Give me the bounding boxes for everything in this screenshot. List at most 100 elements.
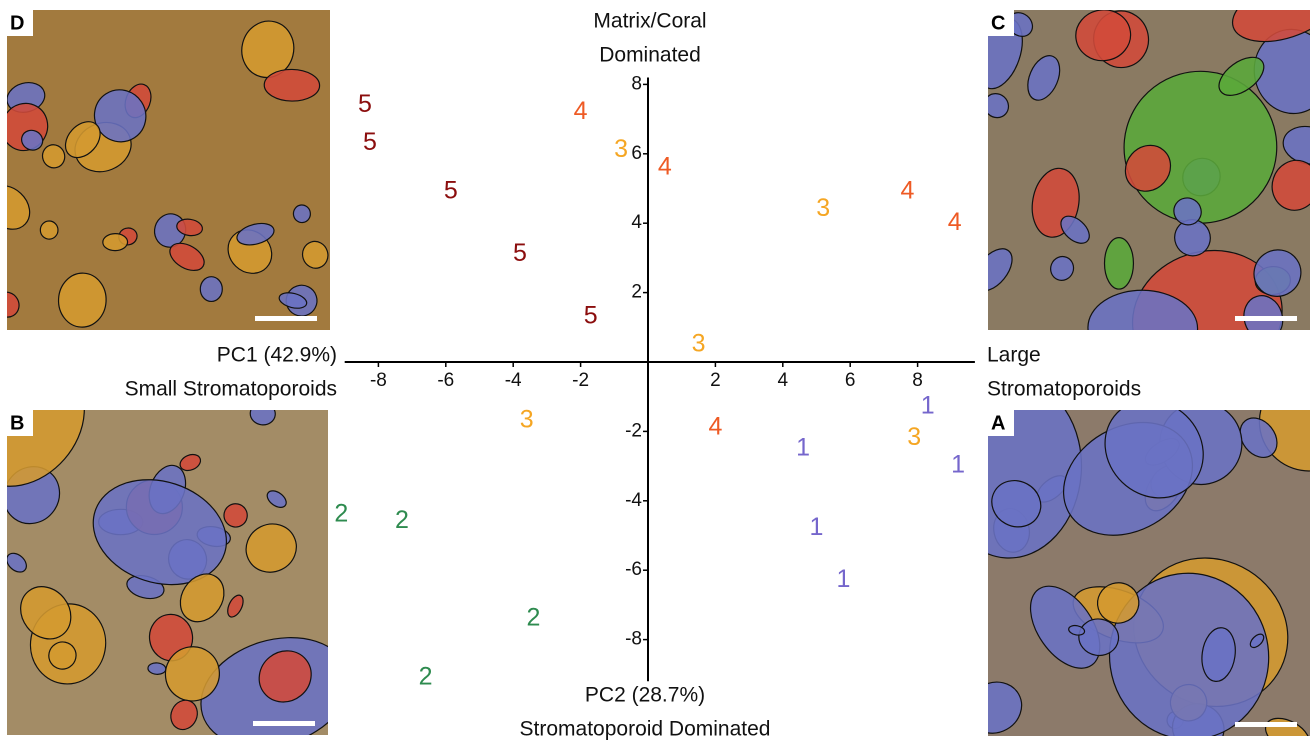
specimen-region [988,681,1023,734]
specimen-region [227,594,244,618]
specimen-region [164,646,220,702]
point-label: 3 [907,423,921,451]
specimen-region [21,129,44,151]
x-tick-label: 8 [912,370,923,391]
specimen-region [1104,410,1204,499]
point-label: 5 [358,90,372,118]
specimen-region [1201,627,1236,682]
specimen-region [1231,10,1310,43]
point-label: 1 [921,392,935,420]
panel-art [988,410,1310,736]
specimen-region [301,240,329,269]
axis-label: Small Stromatoporoids [125,378,337,401]
point-label: 2 [334,499,348,527]
specimen-region [249,410,276,426]
specimen-region [278,292,308,309]
photo-panel: C [988,10,1310,330]
photo-panel: B [7,410,328,735]
specimen-region [176,218,203,237]
specimen-region [1075,10,1132,62]
panel-label: C [991,12,1005,34]
x-tick-label: -8 [370,370,387,391]
specimen-region [245,523,297,573]
panel-art [7,10,330,330]
point-label: 3 [692,329,706,357]
specimen-region [179,573,225,623]
specimen-region [102,233,129,252]
point-label: 4 [574,97,588,125]
specimen-region [199,276,223,303]
specimen-region [1218,56,1265,96]
axis-label: Dominated [599,44,701,67]
scale-bar [1235,722,1297,727]
specimen-region [1258,410,1310,472]
x-tick-label: 6 [845,370,856,391]
specimen-region [1050,255,1075,281]
x-tick-label: 2 [710,370,721,391]
scale-bar [1235,316,1297,321]
point-label: 5 [444,177,458,205]
photo-panel: A [988,410,1310,736]
label-bg [7,410,33,436]
scale-bar [253,721,315,726]
specimen-region [92,479,228,586]
point-label: 2 [395,506,409,534]
axis-label: PC1 (42.9%) [217,344,337,367]
point-label: 2 [419,662,433,690]
specimen-region [1068,624,1086,636]
specimen-region [1096,582,1140,624]
point-label: 1 [951,451,965,479]
specimen-region [241,20,295,79]
specimen-region [64,121,101,159]
label-bg [7,10,33,36]
y-tick-label: -2 [625,420,642,441]
specimen-region [236,222,275,246]
specimen-region [1108,572,1270,736]
specimen-region [266,490,287,508]
point-label: 1 [837,565,851,593]
specimen-region [1173,197,1202,226]
specimen-region [263,68,321,102]
y-tick-label: 8 [631,73,642,94]
y-tick-label: -8 [625,629,642,650]
photo-panel: D [7,10,330,330]
specimen-region [179,453,202,472]
point-label: 1 [796,433,810,461]
label-bg [988,10,1014,36]
x-tick-label: 4 [778,370,789,391]
y-tick-label: 4 [631,212,642,233]
specimen-region [1103,237,1135,290]
point-label: 4 [708,413,722,441]
panel-label: D [10,12,24,34]
point-label: 4 [658,152,672,180]
point-label: 5 [584,301,598,329]
specimen-region [1271,159,1310,211]
axis-label: Stromatoporoid Dominated [520,718,771,741]
point-label: 3 [816,194,830,222]
specimen-region [1087,289,1199,330]
specimen-region [20,586,72,640]
panel-label: B [10,412,24,434]
specimen-region [169,242,205,272]
specimen-region [7,185,31,230]
specimen-region [1253,249,1302,297]
panel-label: A [991,412,1005,434]
point-label: 3 [614,135,628,163]
label-bg [988,410,1014,436]
axis-label: Large [987,344,1041,367]
y-tick-label: 6 [631,143,642,164]
scale-bar [255,316,317,321]
panel-art [7,410,328,735]
specimen-region [1060,215,1090,244]
axis-label: PC2 (28.7%) [585,684,705,707]
specimen-region [258,650,312,703]
specimen-region [7,552,27,573]
point-label: 4 [948,208,962,236]
specimen-region [57,272,107,328]
specimen-region [988,92,1010,119]
axis-label: Stromatoporoids [987,378,1141,401]
x-tick-label: -4 [505,370,522,391]
point-label: 1 [810,513,824,541]
specimen-region [1027,55,1061,101]
point-label: 4 [901,177,915,205]
